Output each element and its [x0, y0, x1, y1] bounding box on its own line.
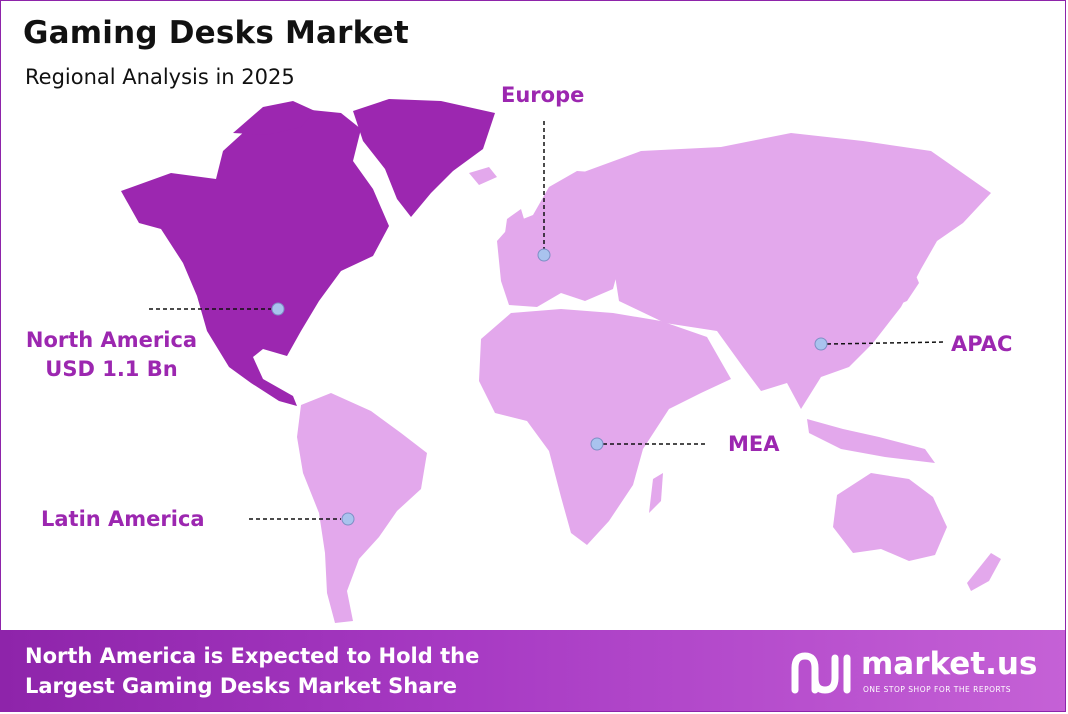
region-shape-australia — [833, 473, 947, 561]
region-shape-japan — [889, 259, 919, 307]
region-shape-mea — [479, 309, 731, 545]
region-shape-europe — [497, 171, 621, 307]
label-north-america-name: North America — [25, 328, 198, 352]
page-title: Gaming Desks Market — [23, 15, 409, 51]
footer-message: North America is Expected to Hold the La… — [25, 641, 479, 701]
label-mea: MEA — [728, 432, 780, 456]
region-shape-iceland — [469, 167, 497, 185]
marker-apac — [814, 337, 828, 351]
marker-mea — [590, 437, 604, 451]
page-subtitle: Regional Analysis in 2025 — [25, 65, 295, 89]
marker-europe — [537, 248, 551, 262]
footer-banner: North America is Expected to Hold the La… — [1, 630, 1065, 711]
label-latin-america: Latin America — [41, 507, 205, 531]
region-shape-greenland — [353, 99, 495, 217]
region-shape-madagascar — [649, 473, 663, 513]
brand-tagline: ONE STOP SHOP FOR THE REPORTS — [863, 685, 1012, 694]
brand-logo: market.us ONE STOP SHOP FOR THE REPORTS — [791, 646, 1041, 698]
region-shape-new-zealand — [967, 553, 1001, 591]
marker-north-america — [271, 302, 285, 316]
region-shape-sea-islands — [807, 419, 935, 463]
label-north-america-value: USD 1.1 Bn — [45, 357, 178, 381]
leader-line-apac — [826, 341, 946, 345]
brand-name: market.us — [861, 646, 1038, 682]
region-shape-apac — [581, 133, 991, 409]
region-shape-north-america — [121, 109, 389, 406]
label-apac: APAC — [951, 332, 1013, 356]
region-shape-latin-america — [297, 393, 427, 623]
region-shape-north-america-islands — [233, 101, 315, 135]
market-us-logo-icon — [791, 652, 851, 694]
footer-line-1: North America is Expected to Hold the — [25, 644, 480, 668]
label-north-america: North America USD 1.1 Bn — [9, 326, 214, 384]
label-europe: Europe — [501, 83, 585, 107]
marker-latin-america — [341, 512, 355, 526]
region-shape-uk — [505, 209, 527, 241]
footer-line-2: Largest Gaming Desks Market Share — [25, 674, 458, 698]
